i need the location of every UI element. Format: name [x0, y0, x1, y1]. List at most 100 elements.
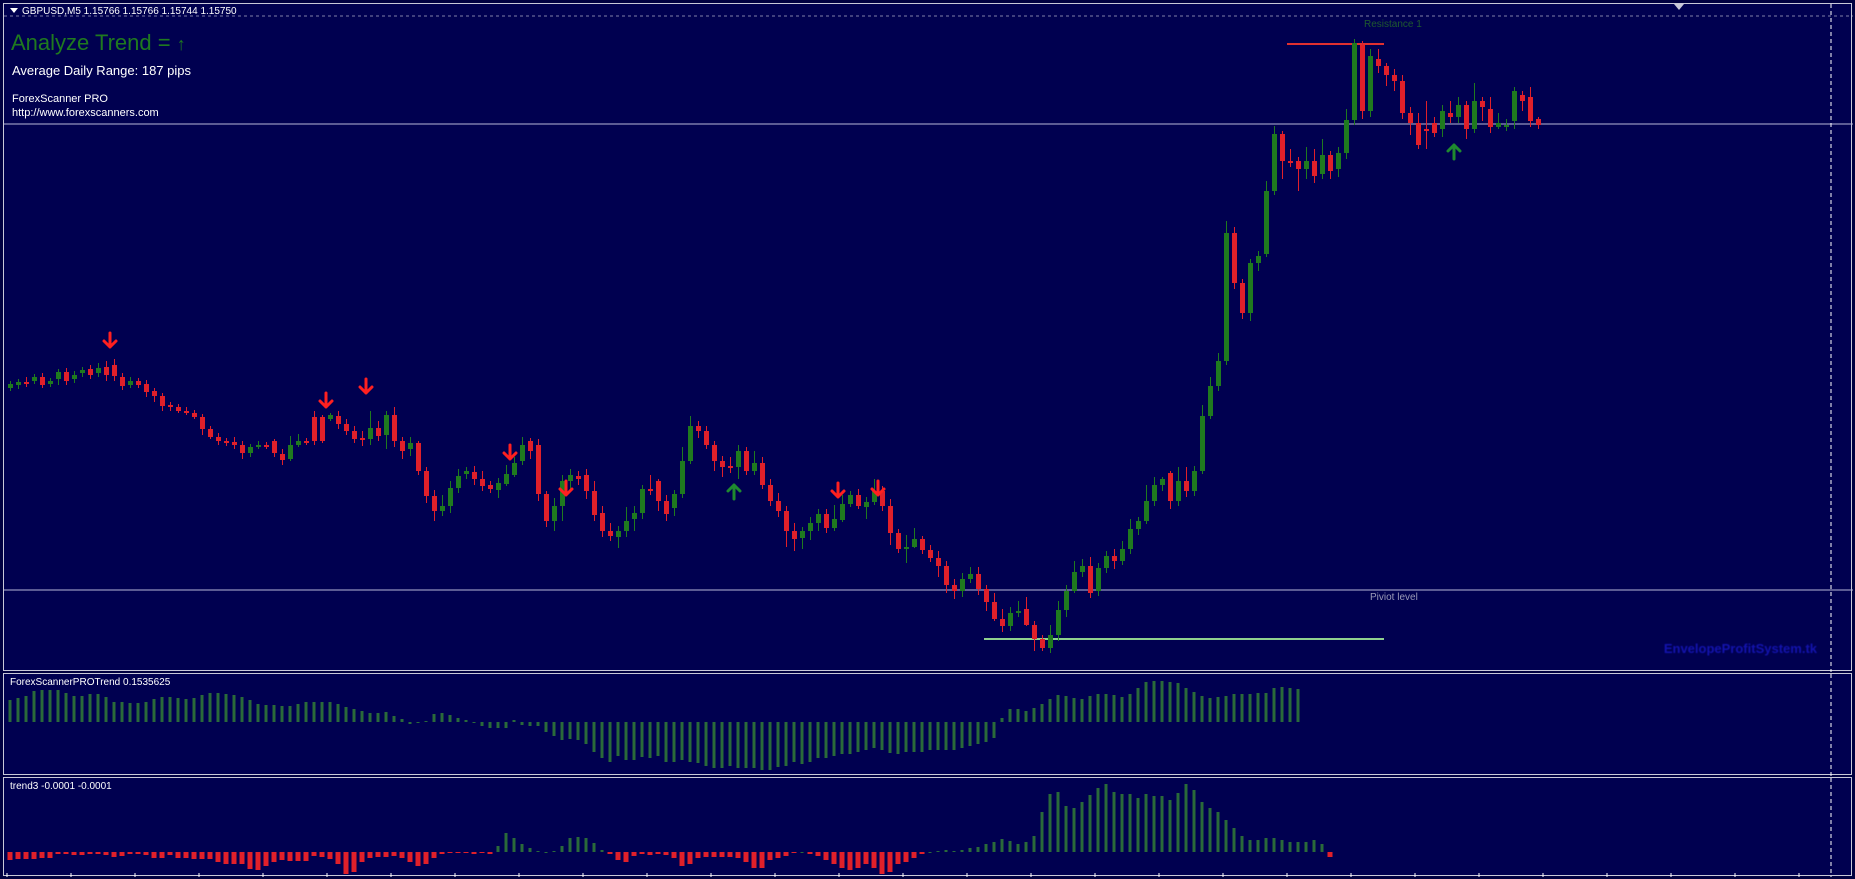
histogram-bar [359, 852, 365, 862]
histogram-bar [1184, 688, 1188, 722]
histogram-bar [1160, 796, 1164, 852]
histogram-bar [160, 697, 164, 722]
histogram-bar [1304, 842, 1308, 852]
candle [672, 490, 677, 516]
indicator-panel-forexscanner-trend[interactable]: ForexScannerPROTrend 0.1535625 [3, 673, 1852, 776]
candle [1136, 517, 1141, 535]
candle [1520, 91, 1525, 111]
histogram-bar [823, 852, 829, 860]
candle [376, 421, 381, 441]
histogram-bar [1032, 836, 1036, 852]
candle [1432, 117, 1437, 137]
buy-arrow-icon [726, 483, 742, 501]
histogram-bar [112, 702, 116, 722]
histogram-bar [216, 693, 220, 722]
histogram-bar [672, 722, 676, 762]
candle [1448, 101, 1453, 123]
histogram-bar [1256, 840, 1260, 852]
histogram-bar [536, 722, 540, 726]
candle [280, 449, 285, 465]
candle [256, 441, 261, 449]
histogram-bar [1192, 790, 1196, 852]
candle [1144, 485, 1149, 524]
histogram-bar [1176, 683, 1180, 722]
candle [752, 451, 757, 475]
candle [1104, 551, 1109, 573]
candle [768, 479, 773, 506]
histogram-bar [280, 706, 284, 722]
histogram-bar [352, 709, 356, 722]
histogram-bar [903, 852, 909, 862]
candle [352, 426, 357, 443]
candle [1464, 101, 1469, 139]
histogram-bar [1104, 694, 1108, 722]
histogram-bar [944, 722, 948, 750]
histogram-bar [719, 852, 725, 857]
histogram-bar [72, 696, 76, 722]
histogram-bar [472, 722, 476, 723]
candlestick-chart[interactable] [4, 4, 1853, 672]
histogram-bar [48, 690, 52, 722]
histogram-bar [671, 852, 677, 858]
histogram-bar [343, 852, 349, 874]
histogram-bar [1000, 839, 1004, 852]
histogram-bar [335, 852, 341, 864]
candle [120, 373, 125, 390]
brand-label: ForexScanner PRO [12, 93, 108, 105]
histogram-bar [303, 852, 309, 861]
candle [1280, 131, 1285, 179]
histogram-bar [191, 852, 197, 859]
histogram-bar [1008, 841, 1012, 852]
candle [488, 481, 493, 493]
histogram-bar [1184, 784, 1188, 852]
histogram-bar [1232, 828, 1236, 852]
histogram-bar [440, 713, 444, 722]
candle [392, 407, 397, 447]
candle [384, 411, 389, 449]
histogram-bar [600, 850, 604, 852]
chart-shift-marker-icon[interactable] [1674, 4, 1684, 10]
histogram-bar [39, 852, 45, 858]
sell-arrow-icon [318, 391, 334, 409]
histogram-bar [1096, 788, 1100, 852]
histogram-bar [520, 844, 524, 852]
candle [1248, 259, 1253, 321]
candle [624, 507, 629, 537]
candle [576, 471, 581, 485]
candle [112, 359, 117, 381]
candle [712, 441, 717, 471]
histogram-bar [807, 852, 813, 854]
indicator-panel-trend3[interactable]: trend3 -0.0001 -0.0001 [3, 777, 1852, 877]
candle [504, 465, 509, 486]
histogram-bar [584, 722, 588, 744]
candle [1384, 63, 1389, 86]
histogram-bar [95, 852, 101, 854]
histogram-bar [104, 697, 108, 722]
histogram-bar [135, 852, 141, 854]
histogram-bar [679, 852, 685, 866]
histogram-bar [552, 851, 556, 852]
candle [808, 517, 813, 540]
dropdown-triangle-icon[interactable] [10, 8, 18, 13]
candle [272, 439, 277, 457]
histogram-bar [863, 852, 869, 864]
main-chart-panel[interactable]: GBPUSD,M5 1.15766 1.15766 1.15744 1.1575… [3, 3, 1853, 672]
histogram-forexscanner-trend [8, 674, 1832, 776]
histogram-bar [1000, 718, 1004, 722]
histogram-bar [96, 694, 100, 722]
candle [1232, 227, 1237, 289]
histogram-bar [71, 852, 77, 855]
histogram-bar [1224, 696, 1228, 722]
histogram-bar [783, 852, 789, 856]
candle [96, 363, 101, 377]
histogram-bar [768, 722, 772, 770]
histogram-bar [400, 719, 404, 722]
histogram-bar [1008, 709, 1012, 722]
candle [424, 467, 429, 503]
histogram-bar [911, 852, 917, 858]
histogram-bar [344, 707, 348, 722]
histogram-bar [1080, 802, 1084, 852]
histogram-bar [208, 693, 212, 722]
histogram-bar [960, 722, 964, 748]
candle [832, 505, 837, 531]
